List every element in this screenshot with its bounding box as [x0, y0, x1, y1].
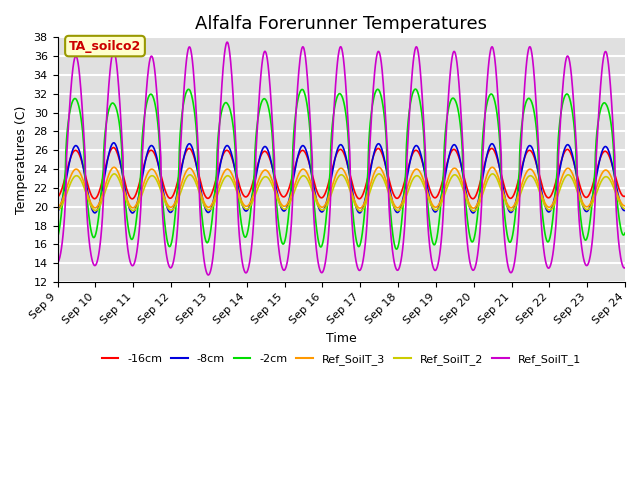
- Title: Alfalfa Forerunner Temperatures: Alfalfa Forerunner Temperatures: [195, 15, 487, 33]
- Line: -2cm: -2cm: [58, 89, 625, 249]
- -2cm: [621, 230, 629, 236]
- Ref_SoilT_3: [356, 205, 364, 211]
- Ref_SoilT_1: [180, 90, 188, 96]
- -8cm: [129, 210, 136, 216]
- Legend: -16cm, -8cm, -2cm, Ref_SoilT_3, Ref_SoilT_2, Ref_SoilT_1: -16cm, -8cm, -2cm, Ref_SoilT_3, Ref_Soil…: [97, 350, 585, 370]
- Ref_SoilT_1: [621, 265, 629, 271]
- Ref_SoilT_3: [554, 186, 562, 192]
- Line: -8cm: -8cm: [58, 143, 625, 213]
- Y-axis label: Temperatures (C): Temperatures (C): [15, 106, 28, 214]
- Ref_SoilT_1: [166, 264, 173, 270]
- Ref_SoilT_3: [375, 164, 383, 170]
- -16cm: [554, 169, 562, 175]
- -16cm: [109, 144, 117, 150]
- -16cm: [180, 153, 188, 158]
- Ref_SoilT_2: [166, 207, 174, 213]
- -16cm: [167, 195, 175, 201]
- -16cm: [621, 193, 629, 199]
- Ref_SoilT_3: [621, 203, 629, 209]
- -2cm: [554, 135, 562, 141]
- -16cm: [430, 195, 438, 201]
- Ref_SoilT_3: [166, 204, 173, 210]
- -8cm: [54, 208, 61, 214]
- -2cm: [393, 246, 401, 252]
- Ref_SoilT_3: [180, 174, 188, 180]
- Ref_SoilT_1: [504, 264, 512, 270]
- -2cm: [430, 242, 438, 248]
- Ref_SoilT_2: [621, 206, 629, 212]
- -8cm: [167, 209, 175, 215]
- Line: Ref_SoilT_3: Ref_SoilT_3: [58, 167, 625, 208]
- Line: -16cm: -16cm: [58, 147, 625, 199]
- Ref_SoilT_1: [430, 267, 438, 273]
- -2cm: [243, 231, 251, 237]
- Ref_SoilT_3: [243, 203, 251, 209]
- Ref_SoilT_2: [554, 191, 562, 197]
- -16cm: [244, 192, 252, 198]
- Text: TA_soilco2: TA_soilco2: [69, 39, 141, 53]
- Ref_SoilT_3: [430, 204, 438, 210]
- Ref_SoilT_2: [504, 205, 512, 211]
- -8cm: [244, 206, 252, 212]
- Ref_SoilT_1: [54, 260, 61, 266]
- Line: Ref_SoilT_2: Ref_SoilT_2: [58, 174, 625, 211]
- Ref_SoilT_1: [554, 154, 562, 160]
- Ref_SoilT_2: [111, 171, 118, 177]
- -2cm: [166, 244, 173, 250]
- Ref_SoilT_1: [223, 39, 231, 45]
- -2cm: [54, 235, 61, 240]
- -8cm: [621, 207, 629, 213]
- Ref_SoilT_1: [244, 266, 252, 272]
- -8cm: [110, 140, 118, 146]
- -16cm: [54, 194, 61, 200]
- -16cm: [504, 194, 512, 200]
- Ref_SoilT_2: [470, 208, 477, 214]
- X-axis label: Time: Time: [326, 332, 356, 345]
- -8cm: [504, 206, 512, 212]
- -2cm: [412, 86, 419, 92]
- Ref_SoilT_2: [54, 207, 61, 213]
- Line: Ref_SoilT_1: Ref_SoilT_1: [58, 42, 625, 275]
- -8cm: [554, 175, 562, 180]
- Ref_SoilT_2: [430, 206, 438, 212]
- Ref_SoilT_3: [504, 203, 512, 208]
- -8cm: [430, 208, 438, 214]
- -8cm: [180, 152, 188, 157]
- -2cm: [504, 237, 512, 242]
- Ref_SoilT_3: [54, 204, 61, 210]
- Ref_SoilT_2: [244, 206, 252, 212]
- -2cm: [180, 99, 188, 105]
- -16cm: [128, 196, 136, 202]
- Ref_SoilT_1: [204, 272, 212, 278]
- Ref_SoilT_2: [180, 180, 188, 185]
